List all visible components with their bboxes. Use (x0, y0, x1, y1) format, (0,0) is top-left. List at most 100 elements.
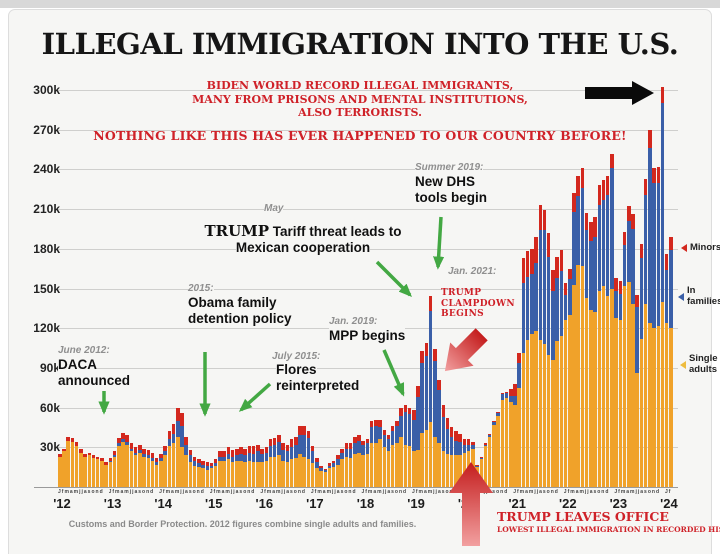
bar-segment-single-adults (403, 444, 408, 487)
gridline-270k (58, 129, 678, 131)
bar-segment-single-adults (492, 424, 496, 487)
bar-month (525, 251, 530, 487)
bar-segment-single-adults (121, 442, 125, 487)
bar-segment-minors (458, 434, 462, 443)
bar-month (294, 436, 298, 487)
bar-month (369, 420, 374, 487)
bar-segment-families (294, 444, 298, 458)
bar-segment-minors (302, 426, 306, 436)
bar-month (648, 129, 652, 487)
bar-segment-minors (437, 379, 441, 391)
bar-segment-minors (218, 451, 222, 457)
bar-month (298, 426, 302, 487)
bar-segment-families (171, 434, 176, 444)
bar-month (264, 447, 269, 487)
bar-segment-families (108, 460, 113, 462)
bar-segment-families (424, 356, 429, 431)
bar-segment-families (648, 148, 652, 323)
bar-segment-single-adults (184, 455, 188, 487)
bar-segment-single-adults (551, 359, 555, 487)
y-axis-label-180k: 180k (33, 241, 60, 256)
bar-segment-minors (74, 442, 79, 446)
bar-segment-minors (260, 448, 264, 454)
bar-segment-minors (133, 447, 138, 453)
bar-segment-families (403, 411, 408, 445)
bar-segment-single-adults (58, 456, 62, 487)
bar-segment-minors (454, 431, 458, 441)
bar-segment-families (492, 422, 496, 425)
bar-month (365, 439, 370, 487)
bar-segment-families (277, 442, 281, 456)
bar-segment-minors (310, 446, 315, 452)
bar-segment-families (226, 453, 231, 460)
bar-segment-families (378, 427, 382, 440)
bar-segment-minors (504, 391, 509, 394)
bar-segment-families (395, 426, 399, 444)
bar-segment-families (471, 444, 475, 449)
bar-segment-single-adults (635, 373, 639, 487)
year-label-'13: '13 (103, 496, 122, 511)
bar-month (281, 443, 285, 487)
bar-segment-single-adults (458, 455, 462, 487)
month-ticks-'22: Jfmamjjasond (563, 489, 610, 495)
bar-month (601, 180, 606, 487)
bar-segment-families (542, 230, 547, 345)
year-label-'18: '18 (356, 496, 375, 511)
bar-segment-minors (496, 411, 500, 413)
bar-month (374, 419, 378, 487)
bar-month (100, 457, 104, 487)
bar-month (192, 456, 197, 487)
bar-segment-families (546, 256, 551, 355)
bar-segment-single-adults (112, 456, 117, 487)
bar-segment-families (639, 258, 644, 339)
minors-arrow-icon (681, 244, 687, 253)
year-label-'24: '24 (660, 496, 678, 511)
bar-segment-minors (639, 243, 644, 259)
bar-segment-families (589, 240, 593, 310)
bar-month (664, 254, 669, 487)
bar-segment-families (306, 438, 311, 460)
bar-segment-single-adults (192, 465, 197, 487)
bar-month (504, 391, 509, 487)
bar-segment-minors (365, 439, 370, 444)
bar-month (407, 407, 412, 487)
bar-segment-minors (87, 452, 91, 456)
bar-segment-single-adults (133, 455, 138, 487)
bar-segment-families (344, 448, 349, 457)
bar-segment-single-adults (390, 444, 395, 487)
bar-month (555, 256, 559, 487)
bar-segment-families (614, 291, 618, 318)
bar-segment-single-adults (277, 455, 281, 487)
bar-month (466, 439, 471, 487)
bar-segment-minors (264, 447, 269, 453)
gridline-240k (58, 169, 678, 171)
bar-segment-minors (180, 412, 184, 427)
bar-segment-families (458, 442, 462, 456)
bar-segment-families (235, 455, 239, 461)
bar-segment-families (445, 428, 450, 454)
bar-segment-single-adults (154, 464, 159, 487)
bar-segment-single-adults (327, 468, 332, 487)
bar-segment-families (576, 195, 580, 265)
lowest-immigration-text: LOWEST ILLEGAL IMMIGRATION IN RECORDED H… (497, 525, 720, 534)
bar-segment-families (323, 469, 328, 473)
bar-segment-families (441, 416, 446, 452)
bar-segment-single-adults (589, 309, 593, 487)
bar-segment-single-adults (243, 461, 247, 487)
bar-segment-single-adults (129, 451, 134, 487)
bar-month (272, 438, 277, 487)
bar-segment-single-adults (70, 442, 75, 487)
bar-segment-minors (79, 448, 83, 453)
annotation-dhs-date: Summer 2019: (415, 162, 484, 173)
bar-segment-minors (538, 205, 542, 231)
legend-item-families: In families (678, 285, 720, 307)
bar-month (104, 461, 108, 487)
bar-segment-single-adults (201, 468, 205, 487)
bar-segment-single-adults (378, 439, 382, 487)
bar-segment-minors (184, 436, 188, 445)
bar-segment-families (251, 453, 256, 462)
bar-segment-minors (197, 459, 201, 464)
bar-segment-minors (117, 438, 121, 444)
bar-month (475, 464, 479, 487)
bar-segment-minors (112, 451, 117, 456)
